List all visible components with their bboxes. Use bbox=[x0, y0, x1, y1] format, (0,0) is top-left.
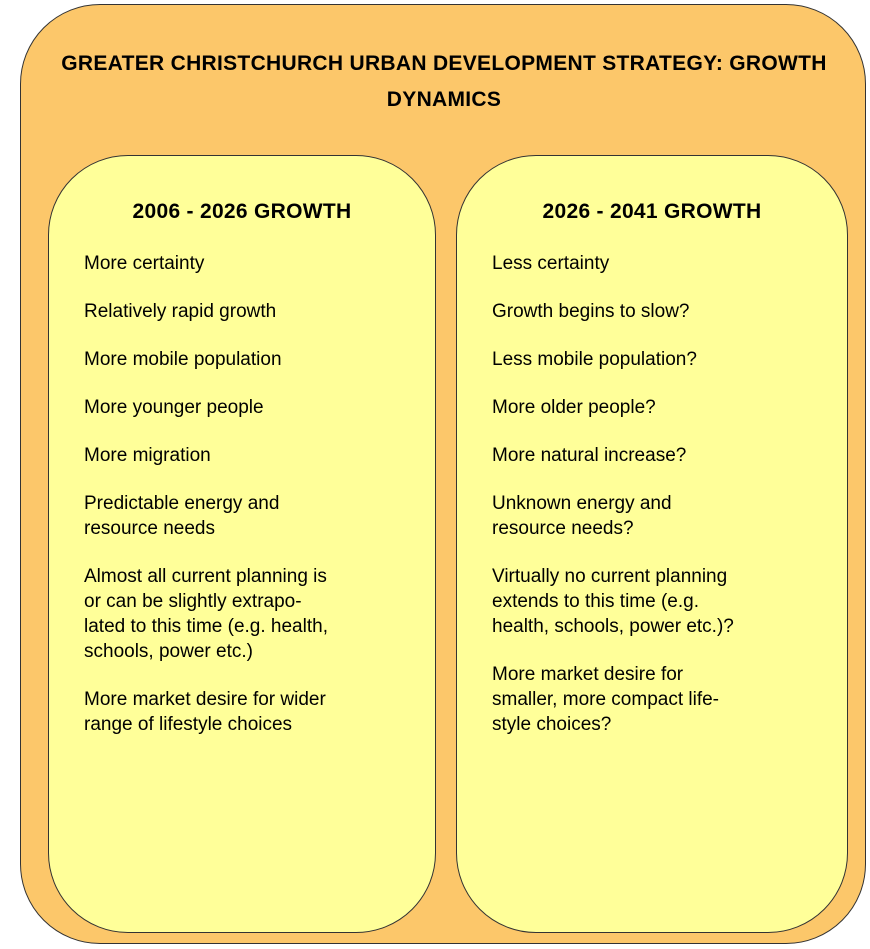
list-item: Almost all current planning is or can be … bbox=[84, 564, 328, 664]
item-line: Less mobile population? bbox=[492, 349, 697, 370]
title-line: GREATER CHRISTCHURCH URBAN DEVELOPMENT S… bbox=[61, 52, 827, 75]
item-line: extends to this time (e.g. bbox=[492, 591, 699, 612]
item-line: Predictable energy and bbox=[84, 493, 280, 514]
item-line: More market desire for bbox=[492, 664, 684, 685]
item-line: smaller, more compact life- bbox=[492, 689, 720, 710]
item-line: More natural increase? bbox=[492, 445, 687, 466]
list-item: More older people? bbox=[492, 395, 734, 420]
item-line: Unknown energy and bbox=[492, 493, 672, 514]
item-line: More migration bbox=[84, 445, 211, 466]
item-line: schools, power etc.) bbox=[84, 641, 253, 662]
list-item: Less mobile population? bbox=[492, 347, 734, 372]
column-panel: 2006 - 2026 GROWTH More certainty Relative… bbox=[48, 155, 436, 933]
list-item: Predictable energy and resource needs bbox=[84, 491, 328, 541]
item-line: lated to this time (e.g. health, bbox=[84, 616, 328, 637]
item-line: health, schools, power etc.)? bbox=[492, 616, 734, 637]
list-item: More younger people bbox=[84, 395, 328, 420]
item-line: resource needs bbox=[84, 518, 215, 539]
item-line: More younger people bbox=[84, 397, 264, 418]
item-line: range of lifestyle choices bbox=[84, 714, 293, 735]
item-line: More mobile population bbox=[84, 349, 282, 370]
title-line: DYNAMICS bbox=[386, 88, 502, 111]
item-line: More certainty bbox=[84, 253, 205, 274]
list-item: More market desire for smaller, more comp… bbox=[492, 662, 734, 737]
item-line: style choices? bbox=[492, 714, 612, 735]
title: GREATER CHRISTCHURCH URBAN DEVELOPMENT S… bbox=[40, 46, 848, 118]
list-item: Less certainty bbox=[492, 251, 734, 276]
column-panel: 2026 - 2041 GROWTH Less certainty Growth b… bbox=[456, 155, 848, 933]
item-line: resource needs? bbox=[492, 518, 634, 539]
item-list: More certainty Relatively rapid growth Mor… bbox=[84, 251, 328, 737]
item-line: More market desire for wider bbox=[84, 689, 326, 710]
item-list: Less certainty Growth begins to slow? Less… bbox=[492, 251, 734, 737]
list-item: More market desire for wider range of lif… bbox=[84, 687, 328, 737]
list-item: Relatively rapid growth bbox=[84, 299, 328, 324]
list-item: More migration bbox=[84, 443, 328, 468]
list-item: More certainty bbox=[84, 251, 328, 276]
list-item: More natural increase? bbox=[492, 443, 734, 468]
item-line: or can be slightly extrapo- bbox=[84, 591, 302, 612]
column-heading: 2026 - 2041 GROWTH bbox=[542, 200, 762, 223]
item-line: Growth begins to slow? bbox=[492, 301, 690, 322]
item-line: More older people? bbox=[492, 397, 656, 418]
item-line: Virtually no current planning bbox=[492, 566, 728, 587]
list-item: Unknown energy and resource needs? bbox=[492, 491, 734, 541]
item-line: Relatively rapid growth bbox=[84, 301, 277, 322]
list-item: Growth begins to slow? bbox=[492, 299, 734, 324]
list-item: Virtually no current planning extends to … bbox=[492, 564, 734, 639]
column-heading: 2006 - 2026 GROWTH bbox=[132, 200, 352, 223]
list-item: More mobile population bbox=[84, 347, 328, 372]
item-line: Less certainty bbox=[492, 253, 610, 274]
item-line: Almost all current planning is bbox=[84, 566, 327, 587]
